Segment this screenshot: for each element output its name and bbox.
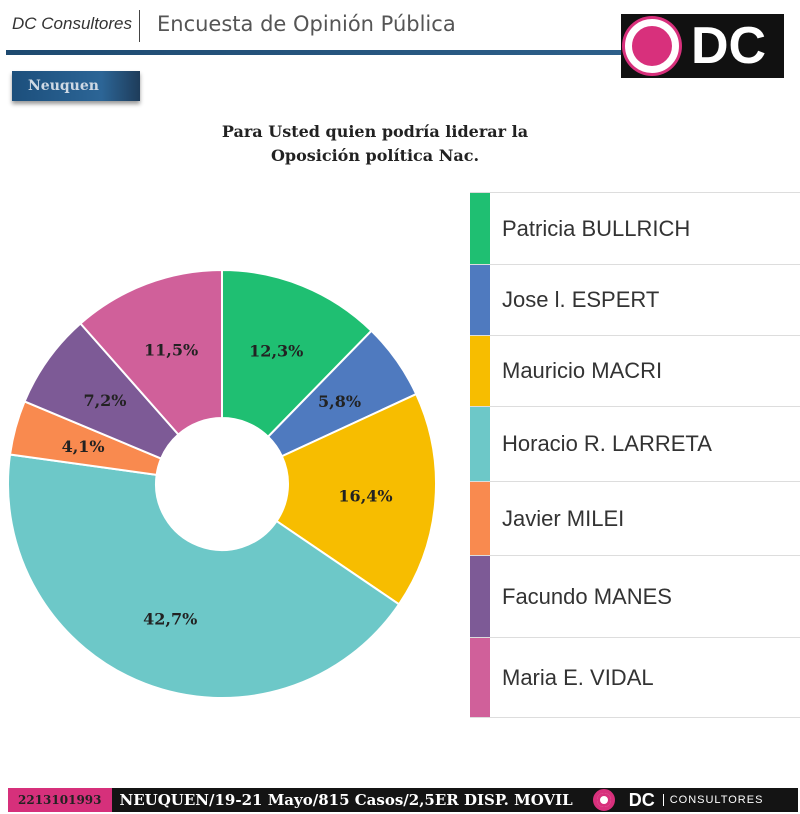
legend-label: Horacio R. LARRETA (502, 431, 712, 456)
donut-chart: 12,3% 5,8% 16,4% 42,7% 4,1% 7,2% 11,5% (7, 268, 437, 699)
region-badge: Neuquen (12, 71, 140, 101)
slice-data-label: 5,8% (318, 392, 361, 411)
logo-text: DC (691, 17, 767, 75)
footer-logo-dc: DC (628, 789, 655, 810)
legend-label: Patricia BULLRICH (502, 215, 691, 241)
slice-data-label: 12,3% (249, 342, 303, 361)
footer-bar: 2213101993 NEUQUEN/19-21 Mayo/815 Casos/… (8, 788, 798, 812)
pie-slice (7, 453, 401, 699)
footer-info: NEUQUEN/19-21 Mayo/815 Casos/2,5ER DISP.… (119, 791, 573, 809)
dc-logo: DC (621, 14, 784, 78)
legend-item: Patricia BULLRICH (470, 193, 800, 265)
legend-swatch (470, 638, 490, 717)
chart-title-line: Oposición política Nac. (270, 146, 480, 165)
logo-ring-icon (625, 19, 679, 73)
legend-label: Mauricio MACRI (502, 358, 663, 383)
legend-item: Mauricio MACRI (470, 336, 800, 407)
slice-data-label: 4,1% (62, 437, 105, 456)
legend-swatch (470, 407, 490, 481)
slice-data-label: 16,4% (338, 487, 392, 506)
brand-name: DC Consultores (12, 14, 132, 33)
legend-item: Facundo MANES (470, 556, 800, 638)
legend-swatch (470, 482, 490, 555)
legend-item: Jose l. ESPERT (470, 265, 800, 336)
legend-swatch (470, 265, 490, 335)
chart-title-line: Para Usted quien podría liderar la (221, 122, 529, 141)
legend-swatch (470, 556, 490, 637)
header-rule (6, 50, 626, 55)
legend-label: Maria E. VIDAL (502, 664, 654, 690)
slice-data-label: 11,5% (144, 340, 198, 359)
legend-item: Maria E. VIDAL (470, 638, 800, 718)
legend-swatch (470, 193, 490, 264)
chart-title: Para Usted quien podría liderar la Oposic… (180, 120, 570, 168)
header-separator (139, 10, 140, 42)
pie-slice (221, 268, 373, 439)
legend-item: Javier MILEI (470, 482, 800, 556)
slice-data-label: 7,2% (83, 391, 126, 410)
legend-label: Javier MILEI (502, 505, 625, 531)
footer-logo-ring-icon (592, 789, 615, 811)
legend-item: Horacio R. LARRETA (470, 407, 800, 482)
slice-data-label: 42,7% (143, 609, 197, 628)
pie-slice (275, 392, 437, 606)
footer-phone: 2213101993 (8, 788, 112, 812)
page-title: Encuesta de Opinión Pública (157, 12, 456, 36)
legend-swatch (470, 336, 490, 406)
legend-label: Jose l. ESPERT (502, 287, 660, 312)
chart-legend: Patricia BULLRICH Jose l. ESPERT Mauricio … (470, 192, 800, 718)
footer-logo-consultores: CONSULTORES (662, 794, 764, 806)
legend-label: Facundo MANES (502, 583, 672, 609)
pie-slice (79, 268, 223, 436)
